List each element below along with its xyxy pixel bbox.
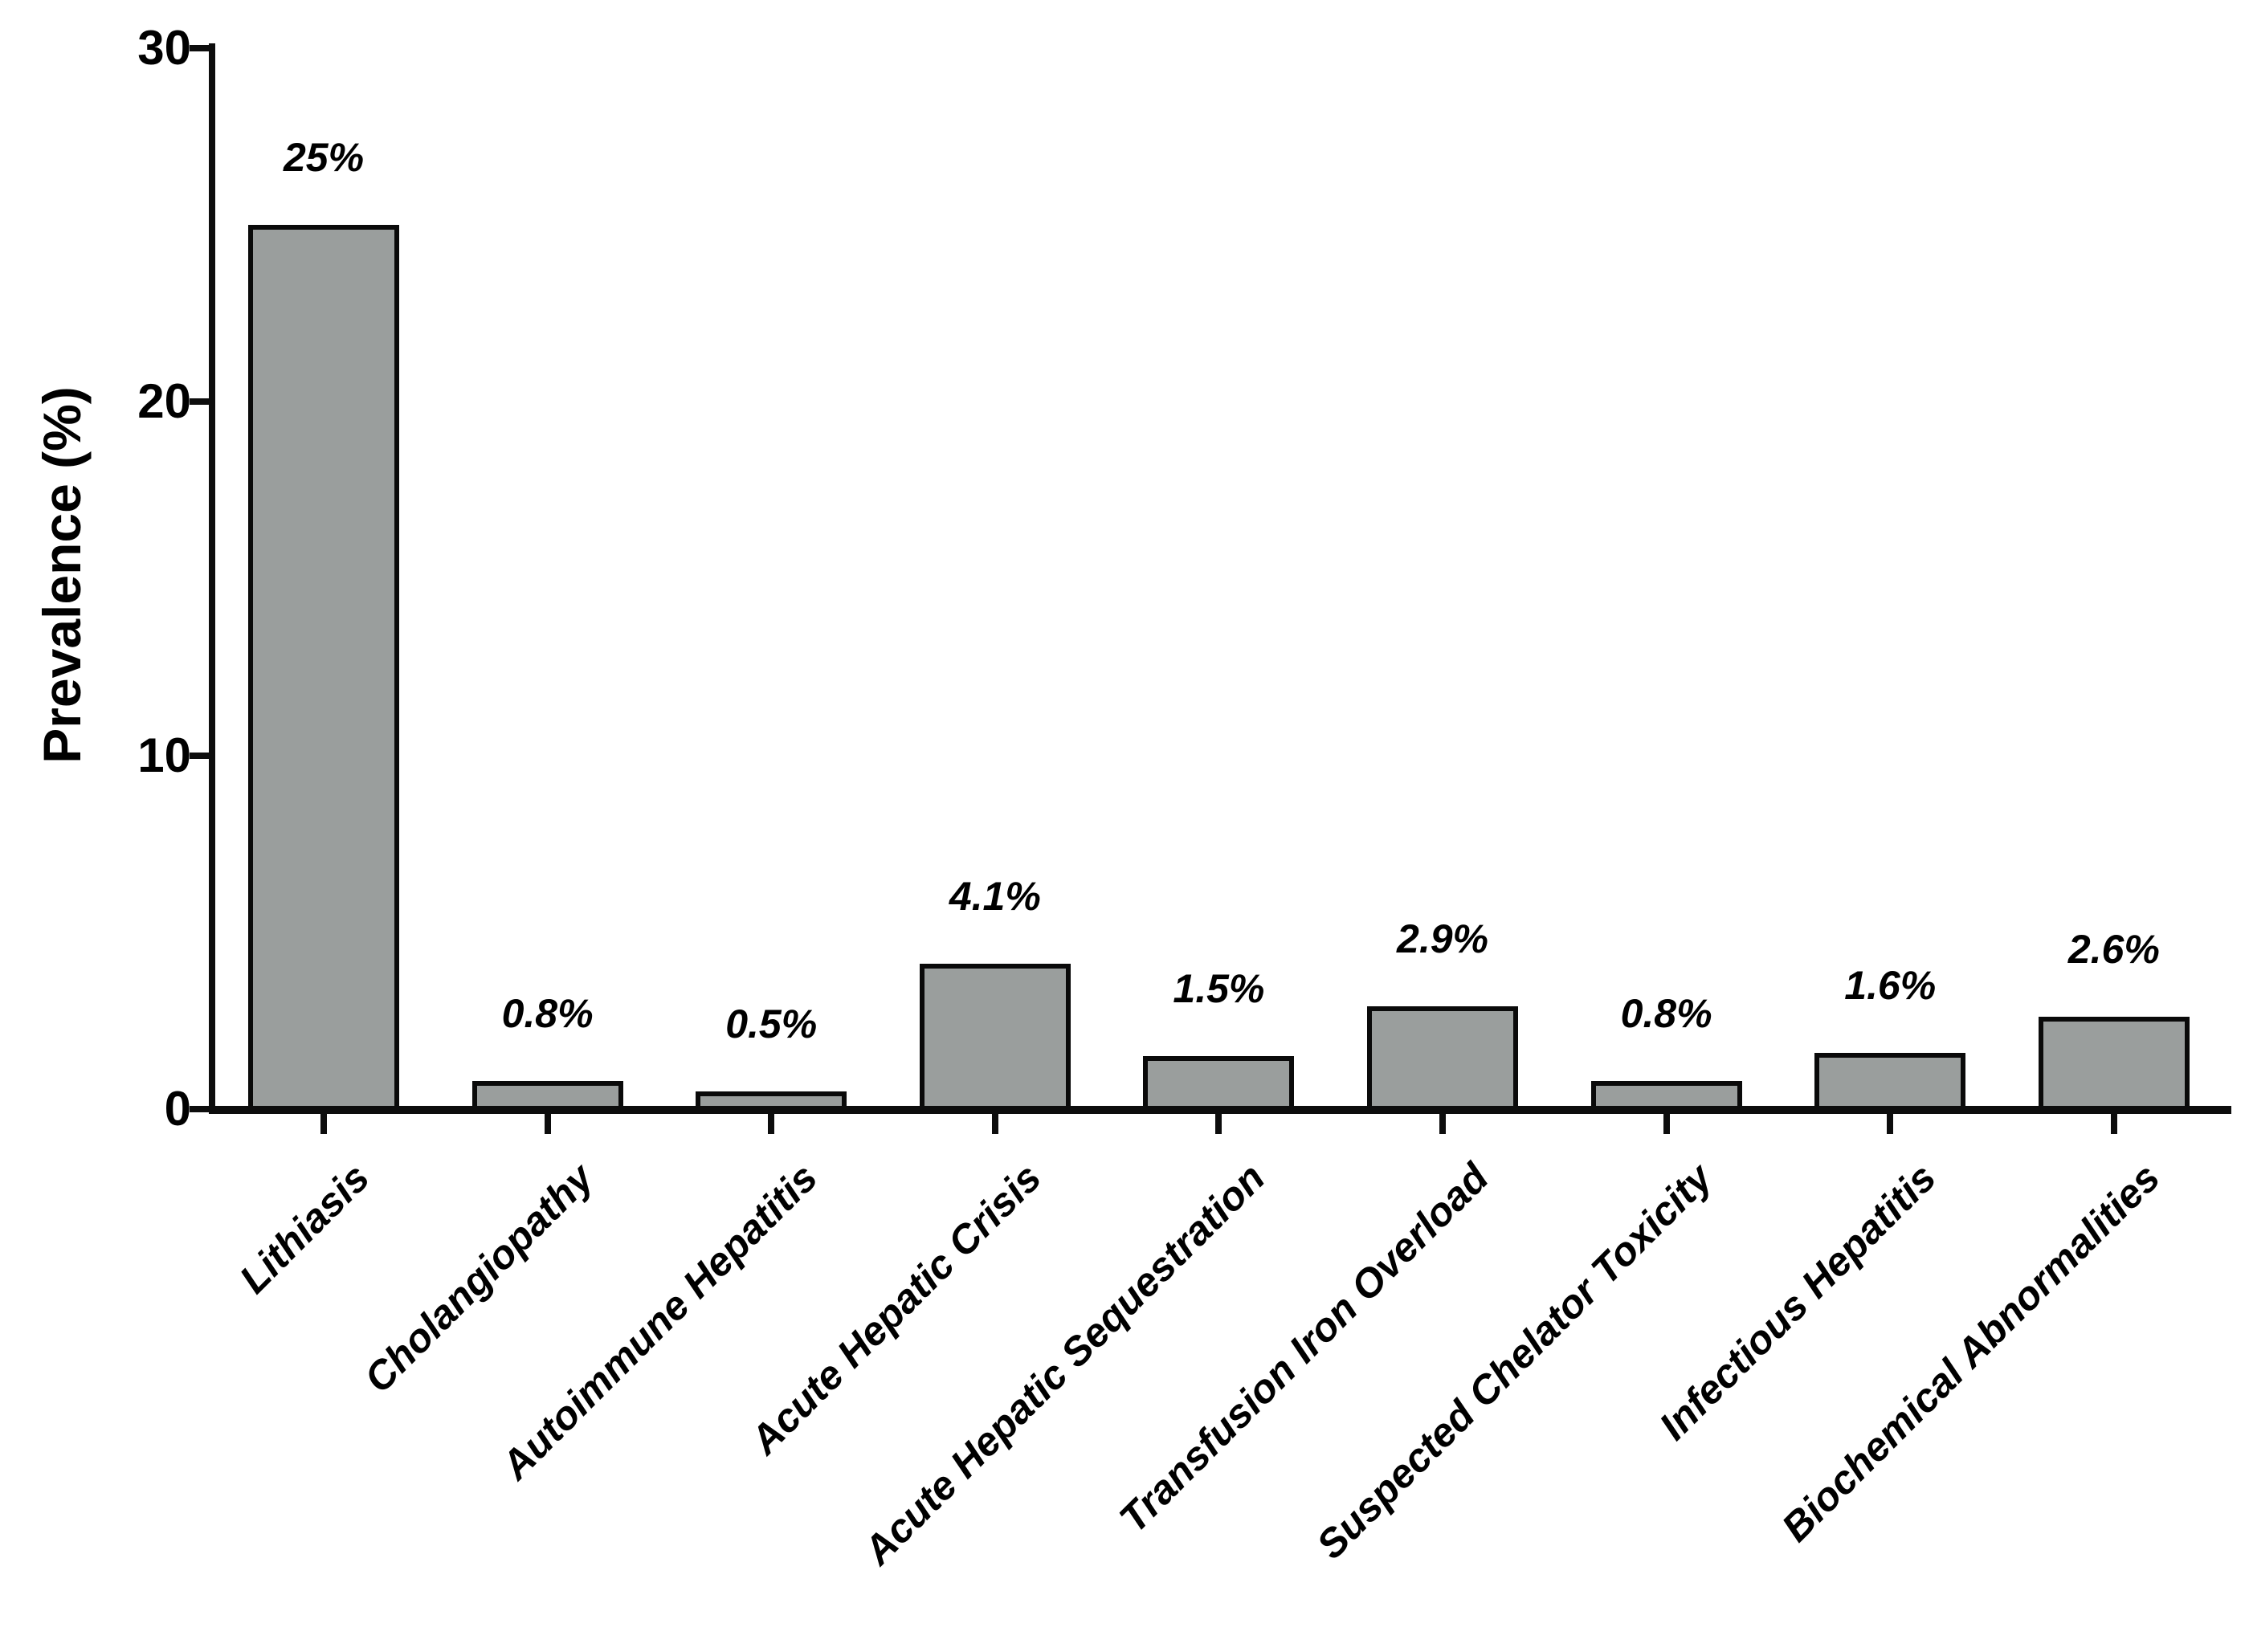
bar: [248, 224, 399, 1113]
x-category-label: Lithiasis: [231, 1155, 378, 1303]
y-axis-title: Prevalence (%): [32, 386, 92, 764]
bar-value-label: 1.5%: [1173, 965, 1265, 1011]
x-category-label: Biochemical Abnormalities: [1773, 1155, 2169, 1551]
x-tick-mark: [1439, 1112, 1446, 1134]
x-tick-mark: [1663, 1112, 1670, 1134]
bar: [919, 964, 1071, 1113]
x-tick-mark: [544, 1112, 551, 1134]
x-axis-line: [209, 1106, 2231, 1114]
bar-value-label: 2.6%: [2067, 927, 2160, 973]
bar-value-label: 2.9%: [1397, 916, 1488, 962]
y-tick-mark: [190, 44, 210, 51]
x-tick-mark: [991, 1112, 998, 1134]
x-tick-mark: [2110, 1112, 2117, 1134]
bar-value-label: 4.1%: [949, 874, 1041, 920]
bar-value-label: 1.6%: [1844, 962, 1937, 1008]
x-category-label: Cholangiopathy: [355, 1155, 602, 1401]
y-axis-line: [209, 43, 215, 1114]
bar-value-label: 0.8%: [501, 990, 594, 1036]
x-tick-mark: [1887, 1112, 1894, 1134]
x-tick-mark: [768, 1112, 775, 1134]
y-tick-mark: [190, 752, 210, 759]
bar-value-label: 0.5%: [725, 1001, 818, 1046]
y-tick-mark: [190, 1106, 210, 1112]
x-tick-mark: [1215, 1112, 1222, 1134]
x-category-label: Transfusion Iron Overload: [1110, 1155, 1497, 1541]
bar-value-label: 25%: [283, 134, 365, 180]
x-category-label: Acute Hepatic Sequestration: [855, 1155, 1274, 1573]
x-tick-mark: [320, 1112, 327, 1134]
y-tick-mark: [190, 398, 210, 405]
bar: [2038, 1017, 2190, 1113]
bar: [1814, 1052, 1966, 1113]
bar: [1143, 1055, 1295, 1113]
y-tick-label: 0: [164, 1082, 191, 1136]
y-tick-label: 30: [137, 20, 191, 75]
bar-value-label: 0.8%: [1620, 990, 1712, 1036]
y-tick-label: 20: [137, 374, 191, 428]
x-category-label: Suspected Chelator Toxicity: [1308, 1155, 1721, 1568]
bar: [1367, 1006, 1518, 1113]
y-tick-label: 10: [137, 728, 191, 782]
